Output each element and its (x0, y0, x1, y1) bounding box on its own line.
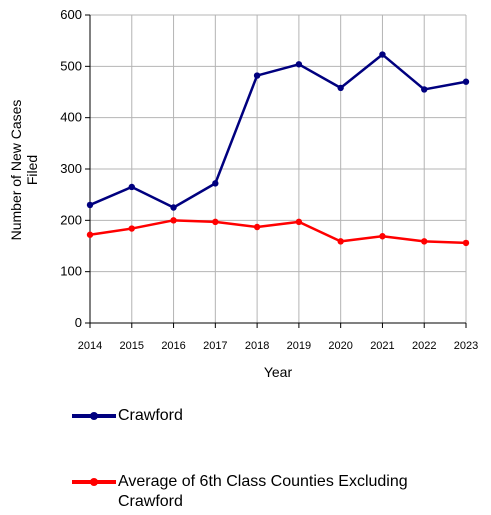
x-tick-label-2016: 2016 (161, 340, 185, 352)
point-average-2018 (253, 223, 261, 231)
y-tick-label-600: 600 (60, 7, 82, 22)
y-tick-labels: 0 100 200 300 400 500 600 (60, 7, 82, 330)
legend-label-average: Average of 6th Class Counties Excluding … (118, 472, 491, 512)
point-crawford-2023 (462, 78, 470, 85)
x-tick-label-2018: 2018 (245, 340, 269, 352)
legend-label-crawford-line1: Crawford (118, 407, 183, 424)
point-average-2017 (212, 218, 219, 226)
x-tick-label-2015: 2015 (120, 340, 144, 352)
x-tick-label-2014: 2014 (78, 340, 102, 352)
point-crawford-2018 (253, 72, 261, 79)
point-crawford-2022 (421, 86, 428, 93)
point-average-2014 (86, 231, 94, 238)
series-layer (86, 51, 470, 247)
x-tick-label-2017: 2017 (203, 340, 227, 352)
point-crawford-2015 (128, 183, 135, 191)
y-tick-label-200: 200 (60, 212, 82, 227)
y-tick-label-500: 500 (60, 58, 82, 73)
axes (85, 14, 467, 328)
legend-swatch-average (72, 478, 116, 486)
x-tick-label-2021: 2021 (370, 340, 394, 352)
y-tick-label-100: 100 (60, 264, 82, 279)
y-axis-label-line1: Number of New Cases (8, 100, 24, 241)
point-average-2015 (128, 225, 135, 232)
x-tick-label-2019: 2019 (287, 340, 311, 352)
series-line-average (89, 219, 467, 245)
x-tick-labels: 2014 2015 2016 2017 2018 2019 2020 2021 2022 2023 (78, 340, 478, 352)
point-average-2019 (295, 218, 303, 226)
series-line-crawford (89, 53, 467, 209)
point-crawford-2014 (86, 201, 94, 209)
point-crawford-2016 (170, 204, 177, 211)
y-axis-label-line2: Filed (24, 155, 40, 185)
y-tick-label-300: 300 (60, 161, 82, 176)
point-crawford-2017 (212, 180, 219, 187)
legend-swatch-crawford (72, 412, 116, 420)
x-axis-label: Year (264, 364, 293, 380)
point-average-2020 (337, 238, 344, 245)
grid-lines (89, 14, 467, 324)
point-crawford-2019 (295, 61, 303, 68)
line-chart: 0 100 200 300 400 500 600 2014 2015 2016 2017 2018… (8, 7, 478, 380)
point-average-2023 (462, 239, 470, 247)
point-crawford-2020 (337, 84, 344, 92)
x-tick-label-2020: 2020 (328, 340, 352, 352)
y-tick-label-0: 0 (75, 315, 82, 330)
point-average-2021 (379, 233, 386, 240)
point-crawford-2021 (379, 51, 386, 58)
point-average-2022 (421, 238, 428, 245)
x-tick-label-2022: 2022 (412, 340, 436, 352)
legend-label-crawford: Crawford (118, 406, 491, 426)
x-tick-label-2023: 2023 (454, 340, 478, 352)
legend-label-average-line1: Average of 6th Class Counties Excluding (118, 473, 408, 490)
legend-label-average-line2: Crawford (118, 493, 183, 510)
y-tick-label-400: 400 (60, 110, 82, 125)
point-average-2016 (170, 217, 177, 224)
